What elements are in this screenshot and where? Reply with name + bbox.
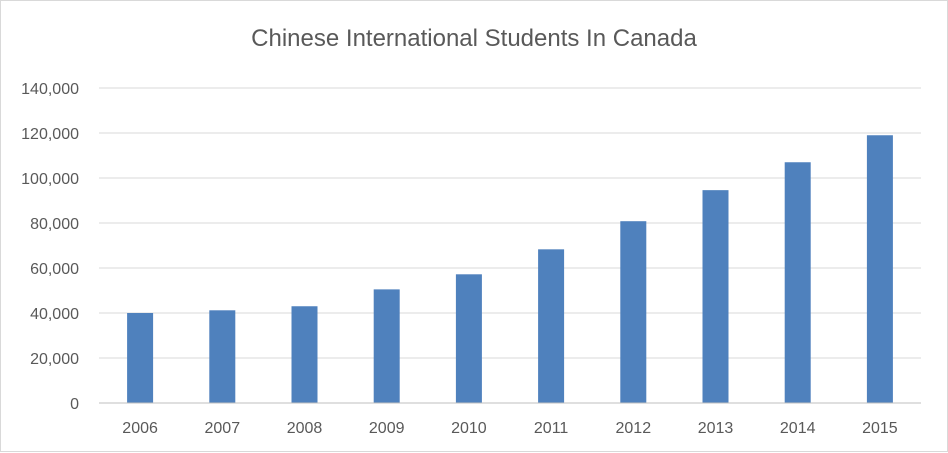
x-tick-label: 2008 (287, 420, 323, 437)
bar-2008 (291, 306, 318, 403)
y-axis: 0 20,000 40,000 60,000 80,000 100,000 120,000 1… (21, 81, 79, 413)
bar-2012 (620, 221, 647, 403)
x-tick-label: 2010 (451, 420, 487, 437)
gridlines (99, 87, 921, 359)
x-tick-label: 2015 (862, 420, 898, 437)
bar-2007 (209, 310, 236, 403)
bar-2006 (127, 313, 154, 403)
chart-title: Chinese International Students In Canada (251, 25, 697, 52)
y-tick-label: 60,000 (30, 261, 79, 278)
bars (127, 135, 893, 403)
bar-2015 (866, 135, 893, 403)
x-tick-label: 2009 (369, 420, 405, 437)
x-tick-label: 2011 (534, 420, 569, 437)
y-tick-label: 140,000 (21, 81, 79, 98)
y-tick-label: 0 (70, 396, 79, 413)
bar-2011 (538, 249, 565, 403)
x-axis: 2006 2007 2008 2009 2010 2011 2012 2013 2014 2015 (99, 402, 921, 437)
x-tick-label: 2006 (122, 420, 158, 437)
bar-2009 (373, 289, 400, 403)
bar-2014 (784, 162, 811, 403)
y-tick-label: 20,000 (30, 351, 79, 368)
y-tick-label: 80,000 (30, 216, 79, 233)
x-tick-label: 2014 (780, 420, 816, 437)
x-tick-label: 2013 (698, 420, 734, 437)
x-tick-label: 2007 (205, 420, 241, 437)
bar-2010 (455, 274, 482, 403)
x-tick-label: 2012 (616, 420, 652, 437)
y-tick-label: 40,000 (30, 306, 79, 323)
y-tick-label: 100,000 (21, 171, 79, 188)
y-tick-label: 120,000 (21, 126, 79, 143)
bar-2013 (702, 190, 729, 403)
